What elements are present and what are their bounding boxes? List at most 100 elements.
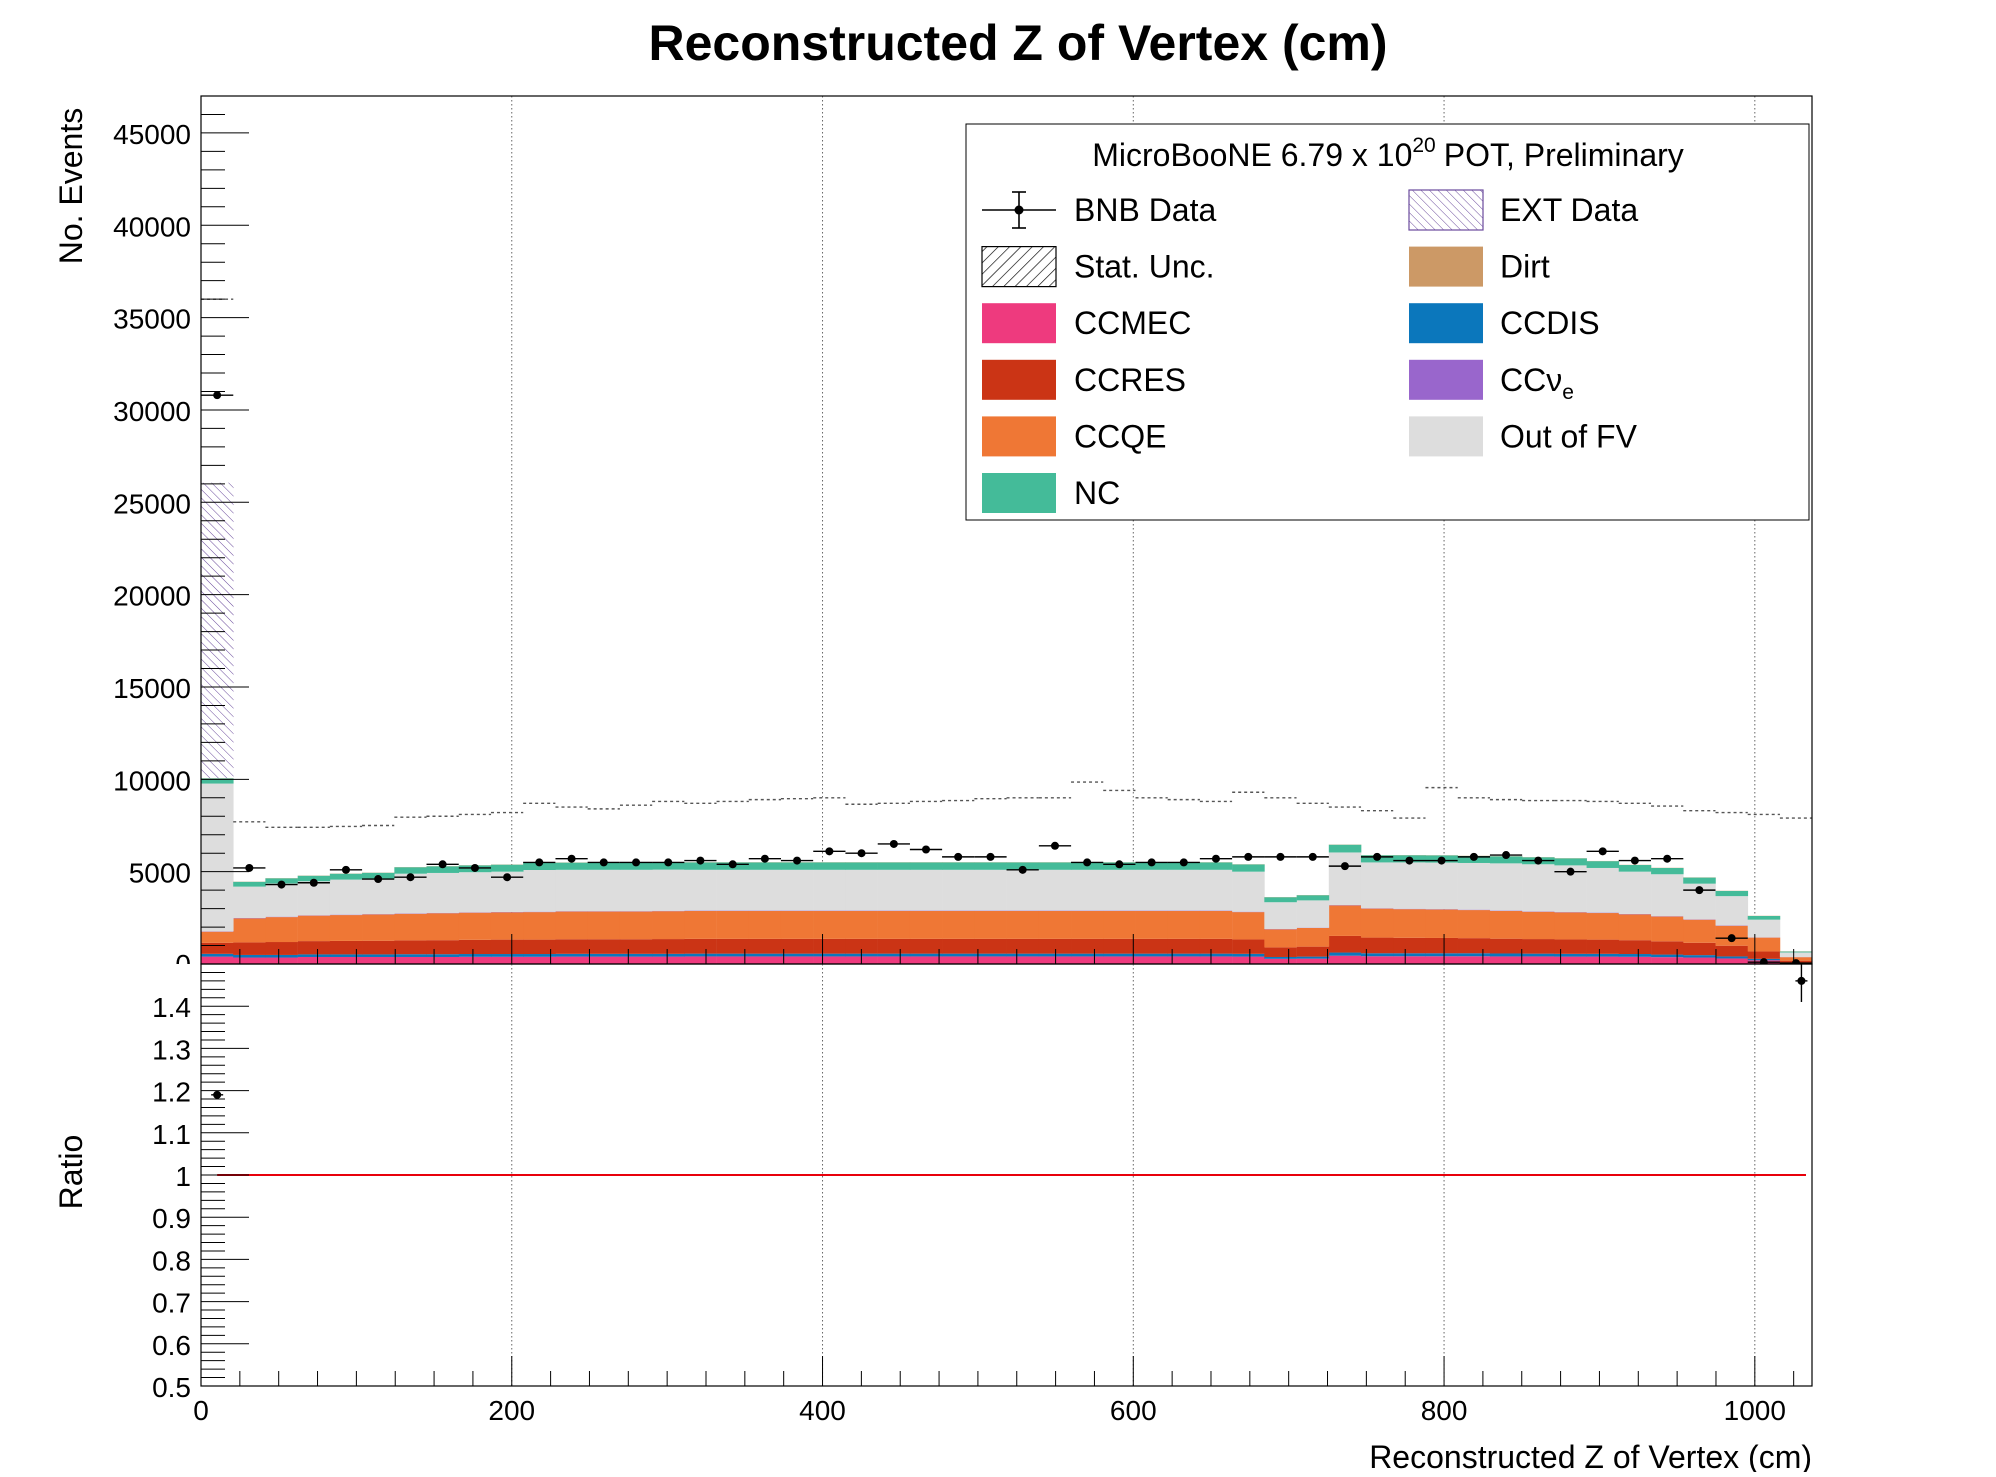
bar <box>201 954 234 957</box>
bar <box>813 870 846 911</box>
bar <box>1490 863 1523 910</box>
bar <box>1297 895 1330 900</box>
data-point <box>632 858 640 866</box>
bar <box>878 956 911 964</box>
bar <box>1361 953 1394 956</box>
bar <box>1329 852 1362 905</box>
bar <box>1651 941 1684 954</box>
data-point <box>1695 886 1703 894</box>
bar <box>459 954 492 957</box>
bar <box>684 954 717 957</box>
bar <box>1651 868 1684 874</box>
bar <box>1683 878 1716 884</box>
ratio-tick-label: 1.3 <box>152 1034 191 1065</box>
data-point <box>245 864 253 872</box>
bar <box>845 870 878 911</box>
bar <box>1780 952 1813 953</box>
bar <box>201 932 234 943</box>
data-point <box>1567 868 1575 876</box>
bar <box>1297 928 1330 947</box>
legend-label: CCRES <box>1074 362 1186 398</box>
bar <box>1716 956 1749 958</box>
data-point <box>374 875 382 883</box>
legend-label: CCDIS <box>1500 305 1600 341</box>
bar <box>1651 955 1684 958</box>
bar <box>265 958 298 964</box>
legend-entry: Dirt <box>1409 247 1550 287</box>
bar <box>1716 891 1749 896</box>
legend-swatch <box>1409 303 1483 343</box>
bar <box>1748 920 1781 938</box>
legend-entry: CCMEC <box>982 303 1191 343</box>
bar <box>1619 954 1652 957</box>
bar <box>330 880 363 915</box>
bar <box>717 870 750 911</box>
data-point <box>922 845 930 853</box>
bar <box>233 918 266 942</box>
bar <box>1554 858 1587 865</box>
bar <box>620 954 653 957</box>
bar <box>652 911 685 939</box>
data-point <box>213 391 221 399</box>
y-tick-label: 45000 <box>113 119 191 150</box>
legend-label-text: Out of FV <box>1500 418 1638 454</box>
bar <box>1522 954 1555 957</box>
bar <box>362 941 395 955</box>
bar <box>555 939 588 954</box>
bar <box>974 956 1007 964</box>
legend-swatch <box>982 473 1056 513</box>
bar <box>523 870 556 912</box>
x-tick-label: 600 <box>1110 1395 1157 1426</box>
legend-label: CCMEC <box>1074 305 1191 341</box>
bar <box>1651 917 1684 942</box>
bar <box>878 911 911 939</box>
legend-label-text: CCMEC <box>1074 305 1191 341</box>
bar <box>942 911 975 939</box>
bar <box>942 939 975 954</box>
bar <box>620 870 653 911</box>
legend-swatch <box>1409 360 1483 400</box>
data-point <box>1341 862 1349 870</box>
legend-entry: CCDIS <box>1409 303 1600 343</box>
legend-label-text: CCν <box>1500 362 1562 398</box>
data-point <box>986 853 994 861</box>
bar <box>1748 916 1781 920</box>
data-point <box>310 879 318 887</box>
legend-swatch <box>982 303 1056 343</box>
bar <box>394 940 427 954</box>
data-point <box>1051 842 1059 850</box>
bar <box>781 939 814 954</box>
bar <box>845 911 878 939</box>
bar <box>1007 939 1040 954</box>
bar <box>1361 862 1394 908</box>
bar <box>491 912 524 939</box>
ratio-plot-area <box>211 960 1807 1386</box>
bar <box>1651 957 1684 964</box>
bar <box>974 911 1007 939</box>
bar <box>878 939 911 954</box>
data-point <box>503 873 511 881</box>
bar <box>1716 946 1749 957</box>
bar <box>684 911 717 939</box>
bar <box>298 957 331 964</box>
data-point <box>793 857 801 865</box>
bar <box>1490 939 1523 954</box>
bar <box>1587 957 1620 964</box>
bar <box>1361 909 1394 938</box>
legend-label: Out of FV <box>1500 418 1638 454</box>
bar <box>1393 938 1426 954</box>
bar <box>394 914 427 941</box>
bar <box>910 870 943 911</box>
bar <box>910 956 943 964</box>
bar <box>1587 913 1620 940</box>
bar <box>813 862 846 869</box>
chart-title: Reconstructed Z of Vertex (cm) <box>648 15 1387 71</box>
data-point <box>535 858 543 866</box>
bar <box>717 956 750 964</box>
bar <box>717 954 750 957</box>
bar <box>555 957 588 964</box>
legend-swatch <box>1409 416 1483 456</box>
